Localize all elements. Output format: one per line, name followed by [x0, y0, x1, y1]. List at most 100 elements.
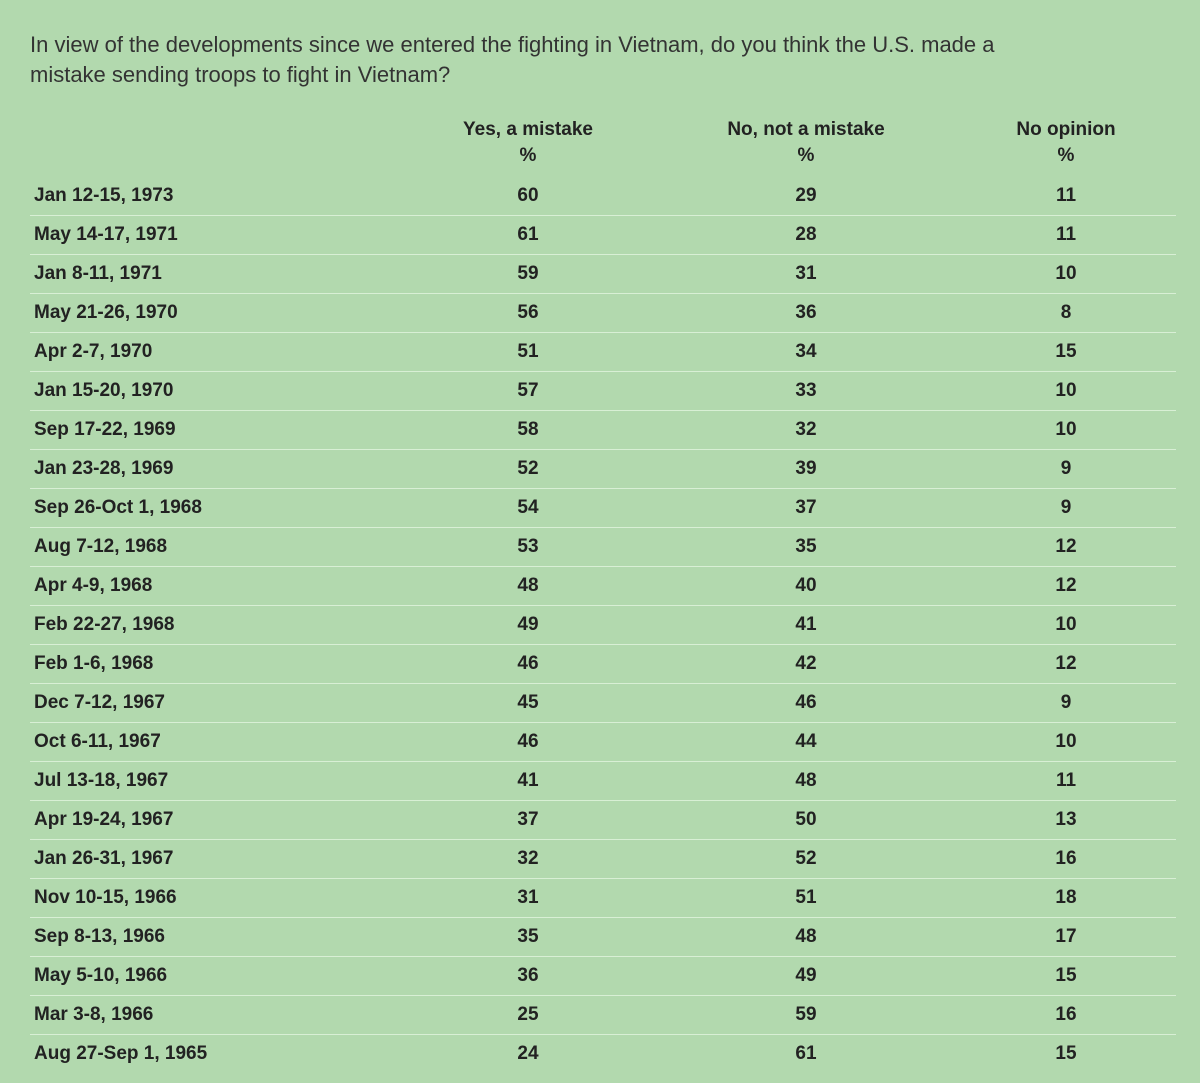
cell-date: Sep 17-22, 1969 — [30, 411, 400, 450]
cell-date: Jan 12-15, 1973 — [30, 177, 400, 216]
cell-noop: 9 — [956, 489, 1176, 528]
cell-noop: 15 — [956, 333, 1176, 372]
table-row: Jan 15-20, 1970573310 — [30, 372, 1176, 411]
table-header-row: Yes, a mistake No, not a mistake No opin… — [30, 115, 1176, 143]
table-row: Aug 7-12, 1968533512 — [30, 528, 1176, 567]
unit-noop: % — [956, 143, 1176, 177]
cell-no: 28 — [656, 216, 956, 255]
cell-yes: 36 — [400, 957, 656, 996]
cell-yes: 53 — [400, 528, 656, 567]
table-row: Oct 6-11, 1967464410 — [30, 723, 1176, 762]
table-row: May 21-26, 197056368 — [30, 294, 1176, 333]
cell-date: May 14-17, 1971 — [30, 216, 400, 255]
cell-yes: 61 — [400, 216, 656, 255]
unit-no: % — [656, 143, 956, 177]
cell-no: 48 — [656, 918, 956, 957]
cell-no: 44 — [656, 723, 956, 762]
table-row: Feb 1-6, 1968464212 — [30, 645, 1176, 684]
cell-yes: 46 — [400, 723, 656, 762]
cell-yes: 54 — [400, 489, 656, 528]
cell-noop: 12 — [956, 528, 1176, 567]
cell-date: May 21-26, 1970 — [30, 294, 400, 333]
unit-yes: % — [400, 143, 656, 177]
cell-yes: 31 — [400, 879, 656, 918]
cell-yes: 48 — [400, 567, 656, 606]
cell-yes: 46 — [400, 645, 656, 684]
cell-noop: 10 — [956, 411, 1176, 450]
cell-date: Feb 1-6, 1968 — [30, 645, 400, 684]
cell-yes: 56 — [400, 294, 656, 333]
table-row: Nov 10-15, 1966315118 — [30, 879, 1176, 918]
cell-no: 52 — [656, 840, 956, 879]
cell-date: Sep 26-Oct 1, 1968 — [30, 489, 400, 528]
cell-noop: 9 — [956, 684, 1176, 723]
cell-date: Sep 8-13, 1966 — [30, 918, 400, 957]
cell-date: Mar 3-8, 1966 — [30, 996, 400, 1035]
table-row: Sep 17-22, 1969583210 — [30, 411, 1176, 450]
cell-noop: 11 — [956, 762, 1176, 801]
col-header-yes: Yes, a mistake — [400, 115, 656, 143]
cell-noop: 15 — [956, 1035, 1176, 1074]
unit-spacer — [30, 143, 400, 177]
table-row: Jan 23-28, 196952399 — [30, 450, 1176, 489]
cell-date: Feb 22-27, 1968 — [30, 606, 400, 645]
cell-yes: 35 — [400, 918, 656, 957]
cell-no: 31 — [656, 255, 956, 294]
cell-date: Oct 6-11, 1967 — [30, 723, 400, 762]
table-row: Apr 2-7, 1970513415 — [30, 333, 1176, 372]
cell-no: 59 — [656, 996, 956, 1035]
cell-yes: 32 — [400, 840, 656, 879]
cell-date: Aug 7-12, 1968 — [30, 528, 400, 567]
table-row: Jan 8-11, 1971593110 — [30, 255, 1176, 294]
cell-date: Apr 4-9, 1968 — [30, 567, 400, 606]
table-unit-row: % % % — [30, 143, 1176, 177]
cell-date: Jan 23-28, 1969 — [30, 450, 400, 489]
table-row: Sep 8-13, 1966354817 — [30, 918, 1176, 957]
cell-no: 46 — [656, 684, 956, 723]
cell-noop: 8 — [956, 294, 1176, 333]
table-row: Sep 26-Oct 1, 196854379 — [30, 489, 1176, 528]
table-row: May 5-10, 1966364915 — [30, 957, 1176, 996]
cell-noop: 10 — [956, 723, 1176, 762]
cell-noop: 10 — [956, 606, 1176, 645]
cell-yes: 51 — [400, 333, 656, 372]
cell-noop: 13 — [956, 801, 1176, 840]
cell-noop: 16 — [956, 996, 1176, 1035]
cell-yes: 49 — [400, 606, 656, 645]
col-header-noop: No opinion — [956, 115, 1176, 143]
cell-noop: 10 — [956, 255, 1176, 294]
cell-date: Jul 13-18, 1967 — [30, 762, 400, 801]
cell-date: Jan 26-31, 1967 — [30, 840, 400, 879]
cell-yes: 59 — [400, 255, 656, 294]
cell-yes: 25 — [400, 996, 656, 1035]
cell-noop: 17 — [956, 918, 1176, 957]
cell-no: 61 — [656, 1035, 956, 1074]
cell-yes: 57 — [400, 372, 656, 411]
cell-yes: 41 — [400, 762, 656, 801]
table-row: Jul 13-18, 1967414811 — [30, 762, 1176, 801]
cell-date: May 5-10, 1966 — [30, 957, 400, 996]
cell-no: 50 — [656, 801, 956, 840]
cell-no: 51 — [656, 879, 956, 918]
cell-no: 48 — [656, 762, 956, 801]
cell-no: 35 — [656, 528, 956, 567]
cell-no: 32 — [656, 411, 956, 450]
cell-yes: 52 — [400, 450, 656, 489]
col-header-date — [30, 115, 400, 143]
cell-date: Dec 7-12, 1967 — [30, 684, 400, 723]
table-row: Feb 22-27, 1968494110 — [30, 606, 1176, 645]
cell-no: 40 — [656, 567, 956, 606]
cell-noop: 11 — [956, 177, 1176, 216]
cell-no: 34 — [656, 333, 956, 372]
cell-date: Nov 10-15, 1966 — [30, 879, 400, 918]
cell-date: Apr 2-7, 1970 — [30, 333, 400, 372]
poll-table: Yes, a mistake No, not a mistake No opin… — [30, 115, 1176, 1073]
cell-no: 42 — [656, 645, 956, 684]
cell-noop: 16 — [956, 840, 1176, 879]
cell-no: 29 — [656, 177, 956, 216]
cell-yes: 37 — [400, 801, 656, 840]
table-row: Mar 3-8, 1966255916 — [30, 996, 1176, 1035]
cell-no: 49 — [656, 957, 956, 996]
cell-yes: 24 — [400, 1035, 656, 1074]
cell-noop: 9 — [956, 450, 1176, 489]
